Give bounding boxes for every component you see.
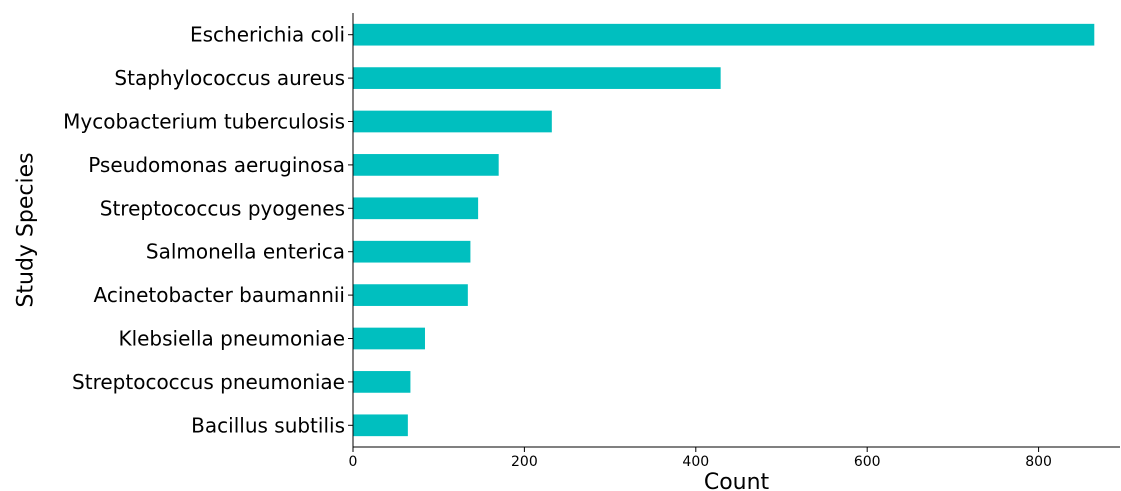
x-tick-label: 600 [854,454,881,470]
x-tick-label: 200 [511,454,538,470]
category-labels: Escherichia coli Staphylococcus aureus Myc… [63,23,353,437]
category-label: Mycobacterium tuberculosis [63,110,345,134]
bar [353,284,468,306]
y-axis-title: Study Species [14,152,39,307]
bar [353,110,552,133]
x-tick-label: 0 [349,454,358,470]
x-axis-ticks: 0 200 400 600 800 [349,447,1052,470]
category-label: Salmonella enterica [146,240,345,264]
category-label: Pseudomonas aeruginosa [88,153,345,177]
bar [353,414,408,437]
bar [353,371,411,393]
bar [353,240,471,263]
category-label: Streptococcus pyogenes [100,196,345,220]
category-label: Bacillus subtilis [191,413,345,437]
x-tick-label: 800 [1025,454,1052,470]
bar [353,327,425,350]
category-label: Escherichia coli [190,23,345,47]
bar [353,23,1095,46]
bar [353,197,479,220]
category-label: Acinetobacter baumannii [94,283,345,307]
bars-group [353,23,1095,437]
category-label: Streptococcus pneumoniae [72,370,345,394]
bar [353,67,721,89]
category-label: Staphylococcus aureus [114,66,345,90]
x-tick-label: 400 [682,454,709,470]
x-axis-title: Count [704,470,770,491]
category-label: Klebsiella pneumoniae [118,327,345,351]
bar [353,154,499,176]
